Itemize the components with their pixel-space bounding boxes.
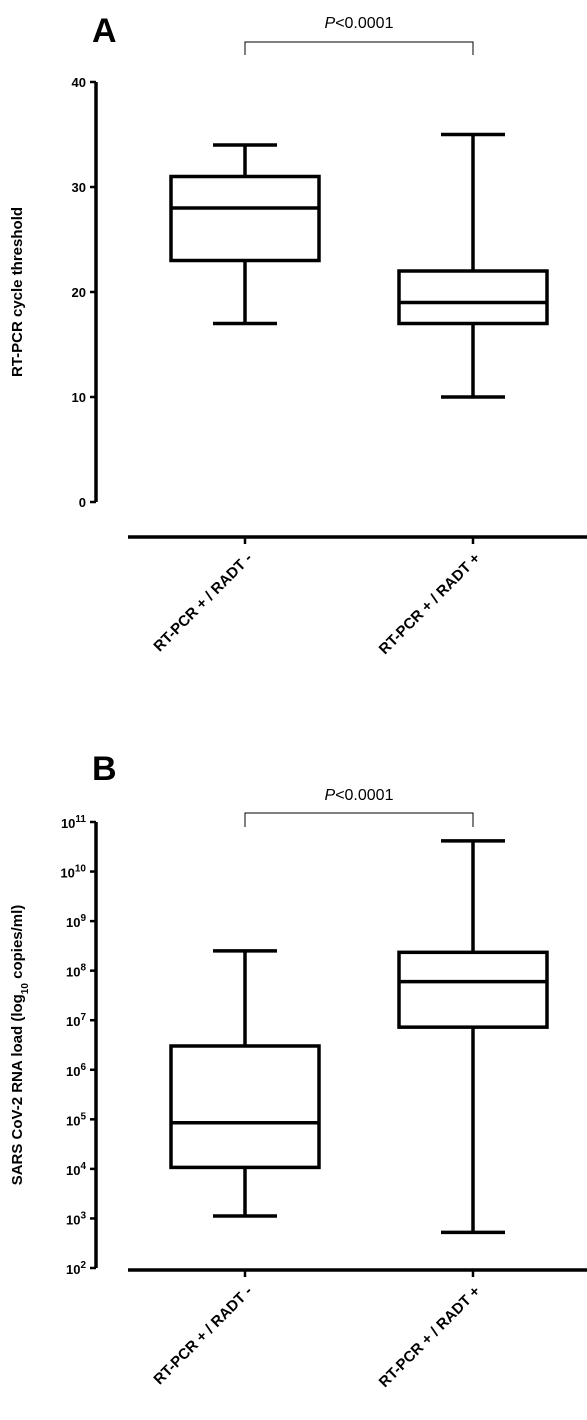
category-label: RT-PCR + / RADT - <box>150 1283 255 1388</box>
y-tick-label: 107 <box>66 1012 86 1029</box>
iqr-box <box>169 1044 321 1170</box>
category-label: RT-PCR + / RADT + <box>376 1283 484 1391</box>
category-label: RT-PCR + / RADT - <box>150 550 255 655</box>
iqr-box <box>169 174 321 263</box>
panel-a: A P<0.0001 RT-PCR cycle threshold 0 10 20 30 40… <box>9 12 587 658</box>
y-axis-label: SARS CoV-2 RNA load (log10 copies/ml) <box>9 905 31 1186</box>
y-tick-label: 109 <box>66 913 86 930</box>
p-value-label: P<0.0001 <box>325 787 394 804</box>
y-tick-label: 104 <box>66 1161 86 1178</box>
y-tick-label: 105 <box>66 1111 86 1128</box>
y-tick-label: 40 <box>72 75 86 90</box>
box-1 <box>169 949 321 1218</box>
iqr-box <box>397 950 549 1029</box>
y-axis-label: RT-PCR cycle threshold <box>9 207 26 377</box>
box-1 <box>169 143 321 326</box>
category-label: RT-PCR + / RADT + <box>376 550 484 658</box>
y-tick-label: 1011 <box>61 814 86 831</box>
y-tick-label: 106 <box>66 1062 86 1079</box>
significance-bracket <box>244 812 474 827</box>
y-tick-label: 0 <box>79 495 86 510</box>
panel-letter: A <box>92 12 117 50</box>
y-tick-label: 1010 <box>60 864 86 881</box>
box-2 <box>397 132 549 399</box>
y-tick-label: 10 <box>72 390 86 405</box>
y-tick-label: 102 <box>66 1260 86 1277</box>
y-tick-label: 30 <box>72 180 86 195</box>
y-tick-label: 108 <box>66 963 86 980</box>
significance-bracket <box>244 41 474 55</box>
panel-b: B P<0.0001 SARS CoV-2 RNA load (log10 copi… <box>9 750 587 1391</box>
iqr-box <box>397 269 549 326</box>
p-value-label: P<0.0001 <box>325 15 394 32</box>
panel-letter: B <box>92 750 117 788</box>
box-2 <box>397 839 549 1235</box>
y-tick-label: 103 <box>66 1210 86 1227</box>
y-tick-label: 20 <box>72 285 86 300</box>
